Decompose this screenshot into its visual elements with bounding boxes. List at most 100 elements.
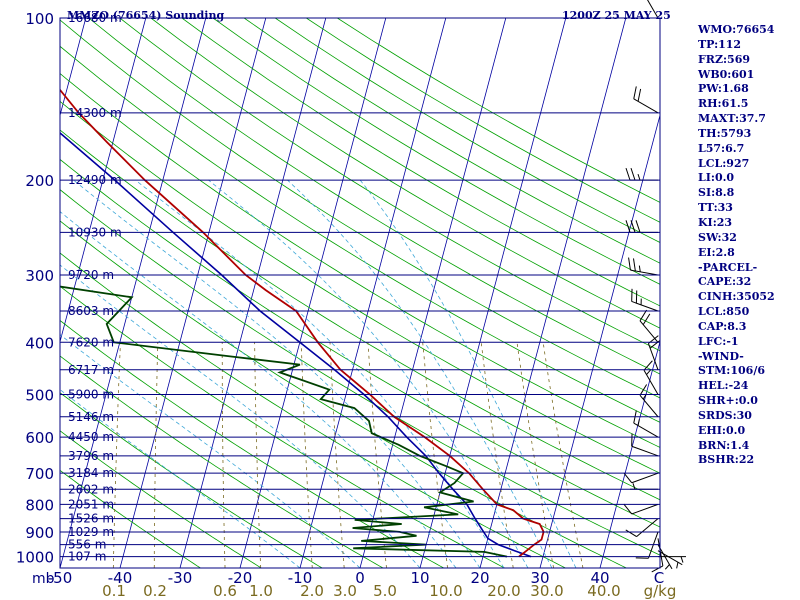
plot-frame-fill — [60, 18, 660, 568]
station-title: MMZO (76654) Sounding — [67, 9, 225, 22]
isotherm-line — [239, 18, 387, 568]
height-label: 107 m — [68, 550, 106, 564]
wind-barb — [625, 518, 659, 537]
stat-item: LCL:850 — [698, 305, 750, 319]
wind-barb — [658, 556, 686, 563]
height-label: 2602 m — [68, 482, 114, 496]
height-label: 4450 m — [68, 430, 114, 444]
stat-item: SI:8.8 — [698, 186, 735, 200]
stat-item: TP:112 — [698, 37, 742, 51]
wind-barb-half-feather — [637, 419, 640, 426]
stat-item: BRN:1.4 — [698, 438, 750, 452]
dry-adiabat-line — [60, 220, 627, 568]
mixing-ratio-label: 0.6 — [213, 582, 237, 600]
isotherm-line — [359, 18, 507, 568]
wind-barb — [623, 472, 659, 484]
pressure-tick-label: 700 — [25, 465, 54, 483]
wind-barb-feather — [651, 565, 664, 573]
stat-item: BSHR:22 — [698, 453, 755, 467]
dry-adiabat-line — [60, 355, 384, 568]
stat-item: MAXT:37.7 — [698, 112, 766, 126]
pressure-unit-label: mb — [32, 571, 55, 587]
mixing-ratio-line — [221, 342, 226, 568]
dry-adiabat-line — [60, 469, 201, 568]
temperature-tick-label: -20 — [228, 569, 253, 587]
moist-adiabat-line — [359, 179, 577, 568]
pressure-tick-label: 900 — [25, 524, 54, 542]
dry-adiabat-line — [60, 100, 660, 474]
temperature-unit-label: C — [654, 569, 664, 587]
stat-item: CAPE:32 — [698, 275, 752, 289]
moist-adiabat-line — [60, 334, 361, 568]
stat-item: LI:0.0 — [698, 171, 735, 185]
wind-barb-feather — [630, 167, 636, 181]
dry-adiabat-line — [119, 18, 660, 352]
temperature-tick-label: -10 — [288, 569, 313, 587]
wind-barb-feather — [643, 360, 653, 371]
wind-barb-half-feather — [638, 265, 641, 272]
wind-barb — [643, 360, 659, 395]
stat-item: WMO:76654 — [698, 23, 775, 36]
mixing-ratio-label: 0.2 — [143, 582, 167, 600]
height-label: 2051 m — [68, 497, 114, 511]
wind-barb — [628, 257, 659, 276]
height-label: 9720 m — [68, 268, 114, 282]
mixing-ratio-line — [254, 342, 262, 568]
stat-item: KI:23 — [698, 215, 733, 229]
dry-adiabat-line — [274, 18, 660, 243]
dry-adiabat-line — [60, 430, 262, 568]
height-label: 3184 m — [68, 466, 114, 480]
isotherm-line — [119, 18, 267, 568]
dry-adiabat-line — [60, 158, 660, 528]
isotherm-line — [0, 18, 26, 568]
moist-adiabat-line — [135, 179, 505, 568]
dry-adiabat-line — [60, 392, 323, 568]
wind-barb-staff — [631, 503, 659, 515]
height-label: 6717 m — [68, 363, 114, 377]
isotherm-line — [60, 18, 87, 117]
isotherm-line — [60, 18, 147, 344]
mixing-ratio-label: 3.0 — [333, 582, 357, 600]
pressure-tick-label: 500 — [25, 386, 54, 404]
wind-barb — [635, 531, 659, 559]
stat-item: EHI:0.0 — [698, 423, 746, 437]
wind-barb-staff — [631, 445, 659, 457]
wind-barb-feather — [635, 220, 641, 233]
dry-adiabat-line — [150, 18, 660, 329]
wind-barb-feather — [628, 257, 631, 271]
wind-barb-feather — [625, 529, 637, 537]
temperature-tick-label: -30 — [168, 569, 193, 587]
wind-barb-staff — [636, 518, 659, 537]
wind-barb-feather — [623, 472, 633, 484]
mixing-ratio-label: 40.0 — [587, 582, 620, 600]
mixing-ratio-label: 1.0 — [249, 582, 273, 600]
pressure-tick-label: 200 — [25, 172, 54, 190]
mixing-ratio-line — [329, 342, 345, 568]
stat-item: RH:61.5 — [698, 97, 749, 111]
dry-adiabat-line — [60, 72, 660, 448]
stat-item: -PARCEL- — [698, 260, 758, 274]
temperature-tick-label: -40 — [108, 569, 133, 587]
wind-barb-feather — [625, 167, 631, 181]
height-label: 10930 m — [68, 225, 122, 239]
wind-barb-staff — [631, 472, 659, 484]
stat-item: CAP:8.3 — [698, 319, 747, 333]
height-label: 1526 m — [68, 512, 114, 526]
stat-item: CINH:35052 — [698, 290, 775, 304]
mixing-ratio-line — [112, 342, 121, 568]
moist-adiabat-line — [60, 211, 457, 568]
wind-barb-feather — [623, 503, 633, 515]
wind-barb — [631, 433, 659, 457]
mixing-ratio-label: 0.1 — [102, 582, 126, 600]
wind-barb-staff — [647, 0, 659, 19]
temperature-tick-label: 30 — [530, 569, 549, 587]
dry-adiabat-line — [60, 252, 566, 568]
mixing-ratio-line — [153, 342, 159, 568]
plot-background — [60, 18, 660, 568]
temperature-tick-label: 0 — [355, 569, 365, 587]
height-label: 8603 m — [68, 304, 114, 318]
dry-adiabat-line — [60, 189, 660, 556]
dry-adiabat-line — [60, 285, 505, 568]
stat-item: SHR+:0.0 — [698, 394, 758, 408]
height-label: 5900 m — [68, 387, 114, 401]
